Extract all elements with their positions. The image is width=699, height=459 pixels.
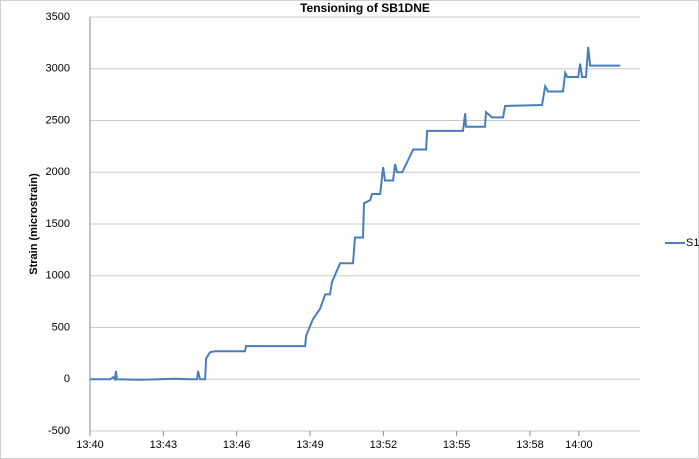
y-axis-label: Strain (microstrain) bbox=[28, 173, 40, 275]
y-tick-label: 1500 bbox=[46, 218, 70, 230]
x-tick-label: 14:00 bbox=[565, 439, 593, 451]
y-tick-label: 3500 bbox=[46, 11, 70, 23]
chart-title: Tensioning of SB1DNE bbox=[300, 1, 430, 15]
x-tick-label: 13:40 bbox=[76, 439, 104, 451]
y-tick-label: 2000 bbox=[46, 166, 70, 178]
y-tick-label: 2500 bbox=[46, 114, 70, 126]
x-tick-label: 13:55 bbox=[443, 439, 471, 451]
y-tick-label: 500 bbox=[52, 321, 70, 333]
legend-label: S1 bbox=[686, 237, 699, 249]
data-line bbox=[90, 46, 621, 382]
y-tick-label: 0 bbox=[64, 373, 70, 385]
y-tick-label: 1000 bbox=[46, 270, 70, 282]
x-tick-label: 13:49 bbox=[296, 439, 324, 451]
x-tick-label: 13:43 bbox=[150, 439, 178, 451]
x-tick-label: 13:52 bbox=[370, 439, 398, 451]
x-tick-label: 13:46 bbox=[223, 439, 251, 451]
x-tick-label: 13:58 bbox=[516, 439, 544, 451]
y-tick-label: 3000 bbox=[46, 63, 70, 75]
y-tick-label: -500 bbox=[48, 425, 70, 437]
